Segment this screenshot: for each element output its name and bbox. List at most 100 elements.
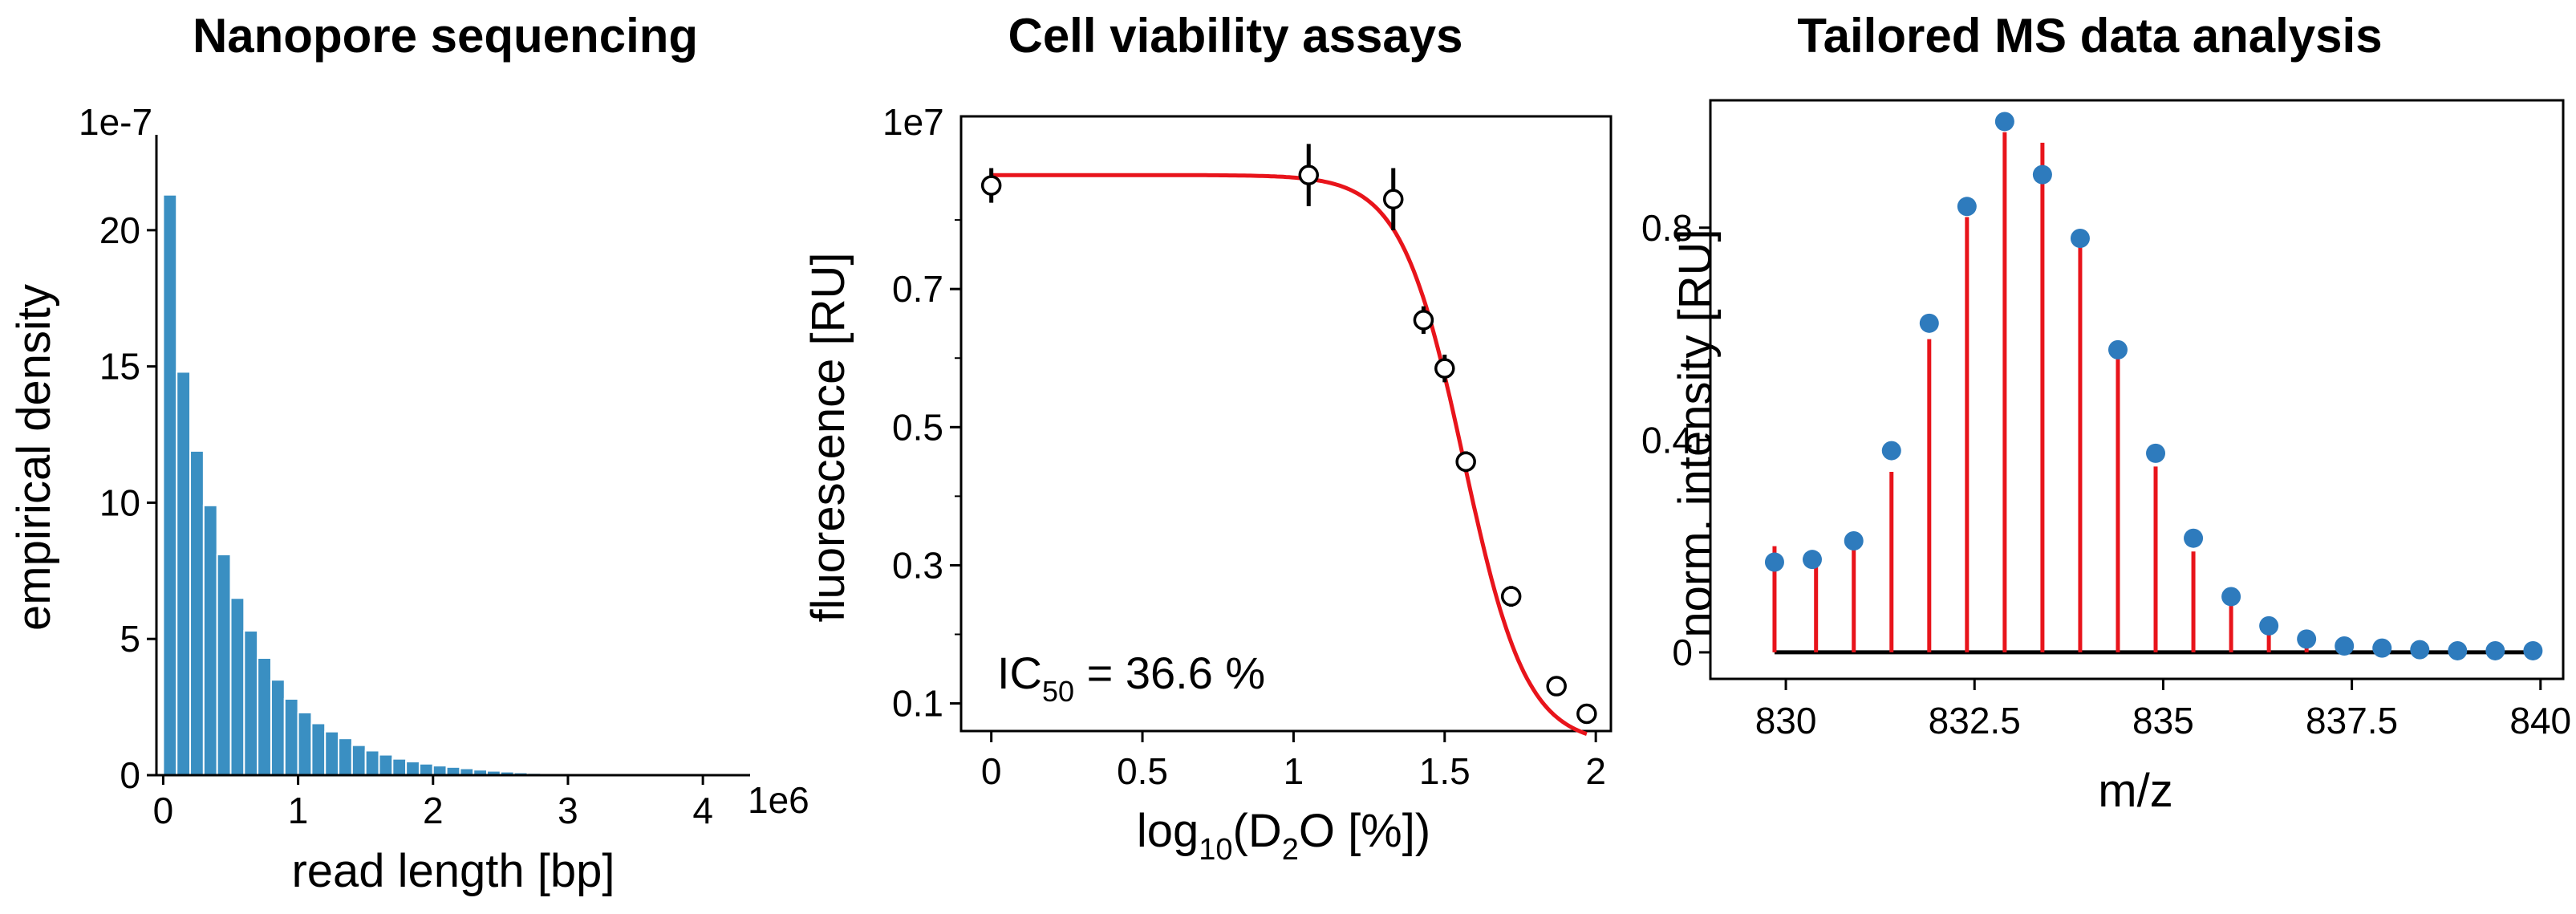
x-tick-label: 1.5 <box>1419 750 1471 792</box>
histogram-bar <box>338 737 353 777</box>
data-point <box>1576 703 1597 725</box>
y-tick-label: 0.5 <box>892 406 943 448</box>
panel-ms: Tailored MS data analysis 830 832.5 835 837… <box>1641 9 2571 817</box>
peak-marker <box>1957 197 1977 217</box>
histogram-bar <box>243 630 259 776</box>
peak-marker <box>2032 165 2052 185</box>
y-tick-label: 10 <box>99 481 140 523</box>
histogram-bar <box>445 766 461 776</box>
histogram-bar <box>310 722 327 776</box>
panel-3-title: Tailored MS data analysis <box>1797 9 2382 63</box>
data-point <box>1500 586 1522 607</box>
panel-viability: Cell viability assays 1e7 0 0.5 1 1.5 2 0.10… <box>802 9 1613 867</box>
histogram-bar <box>297 711 313 777</box>
panel-2-y-axis-label: fluorescence [RU] <box>802 253 854 623</box>
x-tick-label: 2 <box>423 790 444 831</box>
peak-marker <box>2335 636 2355 656</box>
y-tick-label: 0.8 <box>1641 207 1693 249</box>
histogram-bar <box>351 744 367 776</box>
peak-marker <box>1994 112 2014 132</box>
y-tick-label: 0 <box>1672 632 1693 673</box>
y-tick-label: 0 <box>120 754 140 796</box>
histogram-bar <box>202 504 218 776</box>
x-tick-label: 4 <box>692 790 713 831</box>
x-tick-label: 835 <box>2132 700 2194 741</box>
panel-3-plot-frame <box>1709 99 2565 680</box>
peak-marker <box>2184 528 2204 548</box>
y-tick-label: 0.1 <box>892 683 943 725</box>
panel-3-x-ticks: 830 832.5 835 837.5 840 <box>1755 679 2571 741</box>
data-point <box>980 175 1002 196</box>
panel-1-x-offset-label: 1e6 <box>748 779 809 821</box>
x-tick-label: 830 <box>1755 700 1817 741</box>
y-tick-label: 0.7 <box>892 268 943 310</box>
panel-3-x-axis-label: m/z <box>2098 765 2172 817</box>
panel-1-y-offset-label: 1e-7 <box>79 101 152 143</box>
x-tick-label: 840 <box>2509 700 2571 741</box>
panel-2-x-ticks: 0 0.5 1 1.5 2 <box>981 731 1606 792</box>
peak-marker <box>2297 629 2317 649</box>
histogram-bar <box>216 553 232 777</box>
histogram-bar <box>270 679 286 776</box>
histogram-bar <box>405 761 420 777</box>
histogram-bar <box>189 449 205 776</box>
panel-1-bars <box>162 193 731 777</box>
panel-3-y-ticks: 0 0.4 0.8 <box>1641 207 1710 673</box>
y-tick-label: 20 <box>99 209 140 251</box>
peak-marker <box>2221 587 2241 607</box>
data-point <box>1382 189 1404 210</box>
peak-marker <box>2070 228 2090 248</box>
peak-marker <box>2146 443 2166 463</box>
panel-3-stems <box>1772 132 2535 652</box>
panel-1-y-ticks: 0 5 10 15 20 <box>99 209 156 796</box>
panel-2-fit-curve <box>991 173 1588 736</box>
histogram-bar <box>418 762 434 776</box>
x-tick-label: 0 <box>153 790 174 831</box>
histogram-bar <box>378 754 394 777</box>
histogram-bar <box>324 730 340 777</box>
x-tick-label: 1 <box>288 790 309 831</box>
histogram-bar <box>364 749 380 776</box>
histogram-bar <box>283 697 299 776</box>
panel-2-data-points <box>980 144 1597 725</box>
peak-marker <box>1844 531 1864 551</box>
peak-marker <box>1919 313 1939 333</box>
y-tick-label: 0.4 <box>1641 419 1693 461</box>
peak-marker <box>1881 441 1901 461</box>
y-tick-label: 5 <box>120 618 140 660</box>
histogram-bar <box>432 765 448 776</box>
x-tick-label: 0.5 <box>1117 750 1168 792</box>
panel-3-peak-points <box>1764 112 2543 660</box>
panel-2-ic50-annotation: IC50 = 36.6 % <box>997 648 1265 708</box>
peak-marker <box>2372 638 2392 658</box>
data-point <box>1413 310 1434 331</box>
histogram-bar <box>257 656 272 776</box>
peak-marker <box>2448 640 2468 660</box>
panel-1-x-ticks: 0 1 2 3 4 <box>153 775 713 831</box>
panel-2-y-offset-label: 1e7 <box>882 101 944 143</box>
y-tick-label: 0.3 <box>892 544 943 586</box>
data-point <box>1546 676 1567 697</box>
panel-2-plot-frame <box>959 115 1613 733</box>
panel-2-title: Cell viability assays <box>1008 9 1462 63</box>
x-tick-label: 2 <box>1585 750 1606 792</box>
panel-1-title: Nanopore sequencing <box>193 9 698 63</box>
panel-1-x-axis-label: read length [bp] <box>291 845 615 897</box>
peak-marker <box>1802 550 1822 570</box>
x-tick-label: 832.5 <box>1929 700 2021 741</box>
data-point <box>1434 358 1455 379</box>
histogram-bar <box>162 193 178 777</box>
peak-marker <box>2259 615 2279 636</box>
panel-2-x-axis-label: log10(D2O [%]) <box>1137 805 1430 867</box>
x-tick-label: 837.5 <box>2306 700 2398 741</box>
panel-2-y-ticks: 0.1 0.3 0.5 0.7 <box>892 219 961 725</box>
histogram-bar <box>229 597 245 777</box>
data-point <box>1298 165 1320 185</box>
peak-marker <box>2107 339 2128 360</box>
peak-marker <box>2523 640 2543 660</box>
y-tick-label: 15 <box>99 346 140 388</box>
peak-marker <box>2485 640 2505 660</box>
x-tick-label: 3 <box>558 790 578 831</box>
histogram-bar <box>176 371 192 776</box>
